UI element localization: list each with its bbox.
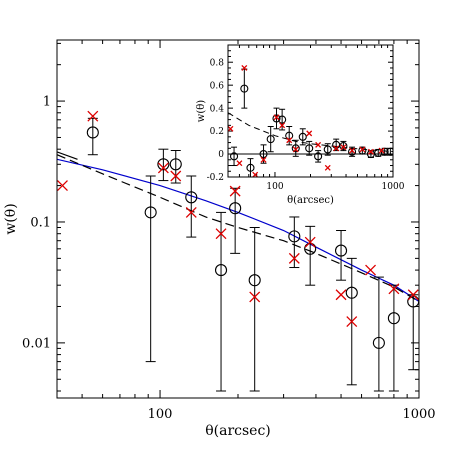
main-ticks [56,40,420,398]
main-dashed-line-3 [57,154,419,302]
main-cross-point [57,180,68,192]
main-cross-point [407,289,419,301]
main-cross-point [388,283,400,295]
main-y-tick-label: 1 [43,95,51,110]
inset-cross-point [333,145,340,152]
inset-cross-point [315,141,322,148]
main-circle-point [248,274,261,287]
inset-dashed-line-2 [228,112,393,153]
main-circle-point [288,230,301,243]
inset-circle-point [305,144,314,153]
inset-cross-point [292,146,299,153]
inset-y-tick-label: 0 [218,150,224,160]
inset-x-tick-label: 100 [266,182,283,192]
inset-cross-point [359,146,366,153]
main-cross-point [215,228,227,240]
main-circle-point [345,286,358,299]
main-solid-line-4 [57,151,78,160]
inset-cross-point [306,130,313,137]
inset-y-tick-label: -0.2 [207,173,224,183]
main-x-tick-label: 1000 [402,407,435,422]
main-cross-point [229,185,241,197]
main-circle-point [334,244,348,257]
inset-cross-point [236,160,243,167]
inset-circle-point [298,132,307,141]
main-x-axis-title: θ(arcsec) [205,423,271,439]
main-y-axis-title: w(θ) [3,203,19,234]
main-y-tick-label: 0.01 [22,336,51,351]
inset-cross-point [228,125,234,132]
inset-circle-point [358,146,367,155]
inset-y-axis-title: w(θ) [196,100,207,122]
main-cross-point [157,162,169,174]
inset-cross-point [279,122,286,129]
inset-cross-point [340,144,347,151]
inset-cross-point [324,164,331,171]
main-circle-point [169,158,182,171]
inset-y-tick-label: 0.8 [210,58,225,68]
inset-cross-point [260,156,267,163]
inset-circle-point [246,163,255,172]
inset-data-layer [228,64,393,177]
main-circle-point [304,242,317,255]
inset-circle-point [229,152,239,161]
inset-y-tick-label: 0.2 [210,127,224,137]
inset-circle-point [259,149,268,159]
main-circle-point [214,264,228,277]
main-cross-point [170,170,182,182]
inset-cross-point [349,147,356,154]
main-cross-point [335,289,347,301]
main-cross-point [288,252,300,264]
inset-circle-point [386,147,393,156]
main-cross-point [365,264,377,276]
main-circle-point [185,191,198,204]
inset-frame [227,44,394,178]
inset-circle-point [285,131,294,140]
main-x-tick-label: 100 [148,407,173,422]
inset-circle-point [291,144,300,153]
main-circle-point [229,202,242,215]
inset-circle-point [348,147,357,156]
main-circle-point [387,312,400,325]
inset-cross-point [241,64,248,71]
main-solid-line-2 [57,158,419,302]
inset-cross-point [367,148,374,155]
inset-cross-point [378,147,385,154]
main-data-layer [57,110,419,392]
main-y-tick-label: 0.1 [30,216,51,231]
inset-y-tick-label: 0.6 [210,81,225,91]
inset-circle-point [339,141,348,151]
inset-circle-point [314,152,323,161]
main-cross-point [304,236,316,248]
inset-plot: 100 1000 -0.2 0 0.2 0.4 0.6 0.8 θ(arcsec) w(θ) [196,44,405,206]
inset-circle-point [272,114,281,123]
inset-circle-point [240,84,249,93]
main-frame [56,39,420,399]
main-circle-point [372,336,385,349]
main-circle-point [157,158,170,171]
main-cross-point [185,206,197,218]
inset-cross-point [273,114,280,121]
main-cross-point [249,291,261,303]
main-cross-point [87,110,99,122]
inset-y-tick-label: 0.4 [210,104,225,114]
inset-circle-point [266,135,275,144]
inset-circle-point [323,145,332,154]
inset-x-axis-title: θ(arcsec) [287,195,334,206]
inset-cross-point [286,137,293,144]
main-circle-point [86,126,99,139]
main-cross-point [346,316,358,328]
inset-x-tick-label: 1000 [382,182,405,192]
inset-cross-point [252,171,259,177]
main-circle-point [144,206,157,219]
